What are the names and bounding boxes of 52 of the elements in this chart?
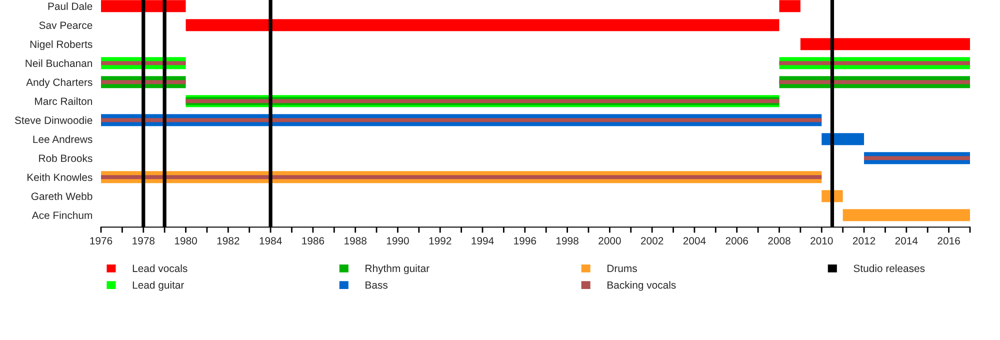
bar xyxy=(101,80,186,84)
bar xyxy=(101,0,186,12)
x-tick-label: 1988 xyxy=(344,237,366,244)
y-tick-label: Rob Brooks xyxy=(39,154,92,162)
x-tick-label: 1996 xyxy=(514,237,536,244)
x-tick-label: 1986 xyxy=(302,237,324,244)
legend-label: Drums xyxy=(608,264,637,272)
x-tick-label: 2008 xyxy=(768,237,790,244)
x-tick-label: 1978 xyxy=(132,237,155,244)
x-tick-label: 2004 xyxy=(683,237,706,244)
x-tick-label: 2000 xyxy=(598,237,621,244)
bar xyxy=(101,61,186,66)
x-tick-label: 1994 xyxy=(472,237,494,244)
legend-label: Lead vocals xyxy=(132,264,188,272)
x-tick-label: 1990 xyxy=(386,237,409,244)
x-tick-label: 1984 xyxy=(260,237,282,244)
legend-label: Lead guitar xyxy=(132,281,184,291)
legend-label: Rhythm guitar xyxy=(366,264,430,274)
legend-label: Bass xyxy=(366,281,388,289)
x-tick-label: 1976 xyxy=(90,237,112,244)
bar xyxy=(779,61,970,66)
y-tick-label: Sav Pearce xyxy=(39,22,92,29)
x-tick-label: 2002 xyxy=(641,237,664,244)
bar xyxy=(779,0,800,12)
x-tick-label: 1982 xyxy=(217,237,240,244)
legend-label: Backing vocals xyxy=(608,281,676,291)
y-tick-label: Paul Dale xyxy=(48,2,92,10)
y-tick-label: Andy Charters xyxy=(26,78,92,88)
y-tick-label: Nigel Roberts xyxy=(30,40,92,50)
legend-label: Studio releases xyxy=(854,264,925,272)
y-tick-label: Keith Knowles xyxy=(28,173,92,182)
x-tick-label: 1980 xyxy=(174,237,197,244)
y-tick-label: Lee Andrews xyxy=(33,135,92,143)
x-tick-label: 2010 xyxy=(810,237,833,244)
bar xyxy=(864,156,970,160)
y-tick-label: Marc Railton xyxy=(35,97,92,105)
y-tick-label: Neil Buchanan xyxy=(26,59,92,67)
x-tick-label: 2014 xyxy=(895,237,918,244)
bar xyxy=(101,175,822,180)
y-tick-label: Ace Finchum xyxy=(32,211,92,220)
bar xyxy=(800,38,970,50)
x-tick-label: 1998 xyxy=(556,237,578,244)
bar xyxy=(779,80,970,84)
x-tick-label: 1992 xyxy=(429,237,452,244)
y-tick-label: Gareth Webb xyxy=(31,192,92,200)
x-tick-label: 2006 xyxy=(726,237,748,244)
y-tick-label: Steve Dinwoodie xyxy=(14,116,92,124)
bar xyxy=(842,209,970,222)
bar xyxy=(186,19,780,32)
x-tick-label: 2016 xyxy=(938,237,960,244)
bar xyxy=(101,118,822,122)
x-tick-label: 2012 xyxy=(852,237,876,244)
